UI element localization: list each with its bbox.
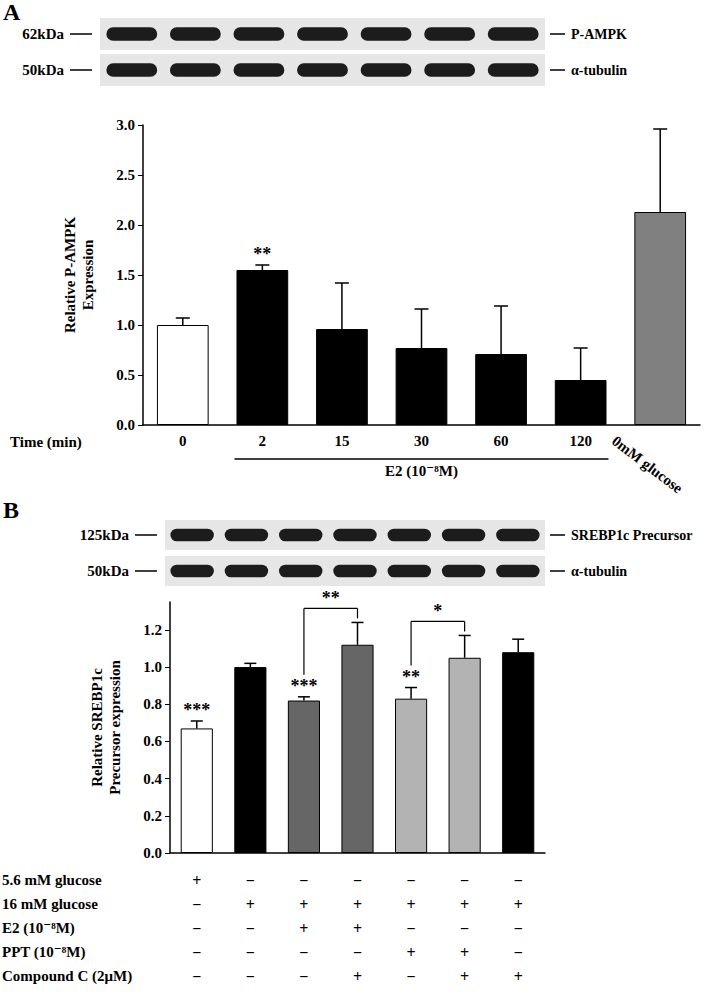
svg-text:60: 60	[494, 433, 509, 449]
svg-text:+: +	[514, 896, 523, 913]
svg-text:α-tubulin: α-tubulin	[571, 63, 627, 78]
svg-text:+: +	[246, 896, 255, 913]
svg-text:+: +	[407, 896, 416, 913]
svg-text:−: −	[460, 872, 469, 889]
svg-text:Compound C (2μM): Compound C (2μM)	[2, 968, 132, 985]
svg-text:15: 15	[334, 433, 349, 449]
svg-text:62kDa: 62kDa	[22, 26, 64, 42]
svg-text:PPT (10⁻⁸M): PPT (10⁻⁸M)	[2, 944, 85, 961]
svg-text:0.5: 0.5	[116, 367, 135, 383]
svg-text:0.8: 0.8	[143, 696, 162, 712]
svg-text:−: −	[299, 968, 308, 985]
svg-text:+: +	[460, 896, 469, 913]
svg-text:0.4: 0.4	[143, 771, 162, 787]
svg-text:***: ***	[290, 676, 317, 696]
svg-text:2.5: 2.5	[116, 167, 135, 183]
svg-text:Relative P-AMPK: Relative P-AMPK	[62, 217, 78, 334]
svg-text:−: −	[192, 968, 201, 985]
svg-text:+: +	[299, 896, 308, 913]
svg-text:+: +	[353, 968, 362, 985]
svg-text:2: 2	[259, 433, 267, 449]
svg-text:2.0: 2.0	[116, 217, 135, 233]
svg-text:**: **	[253, 244, 271, 264]
svg-text:+: +	[299, 920, 308, 937]
svg-text:SREBP1c Precursor: SREBP1c Precursor	[571, 528, 692, 543]
svg-text:30: 30	[414, 433, 429, 449]
svg-text:−: −	[246, 944, 255, 961]
svg-text:***: ***	[183, 700, 210, 720]
svg-text:**: **	[402, 667, 420, 687]
svg-text:−: −	[192, 896, 201, 913]
svg-text:0.0: 0.0	[116, 417, 135, 433]
svg-text:−: −	[514, 872, 523, 889]
svg-text:−: −	[353, 872, 362, 889]
svg-text:0.2: 0.2	[143, 808, 162, 824]
svg-text:−: −	[407, 968, 416, 985]
svg-text:5.6 mM glucose: 5.6 mM glucose	[2, 872, 102, 888]
svg-text:+: +	[353, 896, 362, 913]
svg-text:50kDa: 50kDa	[22, 62, 64, 78]
svg-text:+: +	[353, 920, 362, 937]
svg-text:−: −	[514, 944, 523, 961]
svg-text:1.0: 1.0	[116, 317, 135, 333]
svg-text:−: −	[192, 944, 201, 961]
svg-text:120: 120	[569, 433, 592, 449]
svg-text:−: −	[246, 968, 255, 985]
svg-text:Time (min): Time (min)	[10, 434, 82, 451]
svg-text:P-AMPK: P-AMPK	[571, 27, 627, 42]
svg-text:+: +	[460, 968, 469, 985]
svg-text:α-tubulin: α-tubulin	[571, 564, 627, 579]
svg-text:1.2: 1.2	[143, 622, 162, 638]
svg-text:0mM glucose: 0mM glucose	[609, 433, 686, 497]
svg-text:−: −	[407, 872, 416, 889]
svg-text:−: −	[514, 920, 523, 937]
svg-text:E2 (10⁻⁸M): E2 (10⁻⁸M)	[385, 463, 458, 480]
svg-text:−: −	[246, 872, 255, 889]
svg-text:+: +	[460, 944, 469, 961]
svg-text:125kDa: 125kDa	[80, 527, 130, 543]
svg-text:B: B	[3, 497, 19, 523]
svg-text:+: +	[514, 968, 523, 985]
svg-text:−: −	[299, 872, 308, 889]
svg-text:Expression: Expression	[80, 239, 96, 310]
svg-text:0: 0	[179, 433, 187, 449]
svg-text:Relative SREBP1c: Relative SREBP1c	[89, 668, 105, 787]
svg-text:0.6: 0.6	[143, 733, 162, 749]
svg-text:0.0: 0.0	[143, 845, 162, 861]
svg-text:−: −	[192, 920, 201, 937]
svg-text:A: A	[3, 0, 21, 25]
svg-text:−: −	[407, 920, 416, 937]
svg-text:−: −	[246, 920, 255, 937]
svg-text:Precursor expression: Precursor expression	[107, 660, 123, 795]
svg-text:−: −	[460, 920, 469, 937]
svg-text:3.0: 3.0	[116, 117, 135, 133]
svg-text:1.0: 1.0	[143, 659, 162, 675]
svg-text:16 mM glucose: 16 mM glucose	[2, 896, 98, 912]
svg-text:E2 (10⁻⁸M): E2 (10⁻⁸M)	[2, 920, 75, 937]
svg-text:+: +	[192, 872, 201, 889]
svg-text:1.5: 1.5	[116, 267, 135, 283]
svg-text:*: *	[433, 601, 442, 621]
svg-text:−: −	[353, 944, 362, 961]
svg-text:+: +	[407, 944, 416, 961]
svg-text:**: **	[322, 588, 340, 608]
svg-text:−: −	[299, 944, 308, 961]
svg-text:50kDa: 50kDa	[87, 563, 129, 579]
